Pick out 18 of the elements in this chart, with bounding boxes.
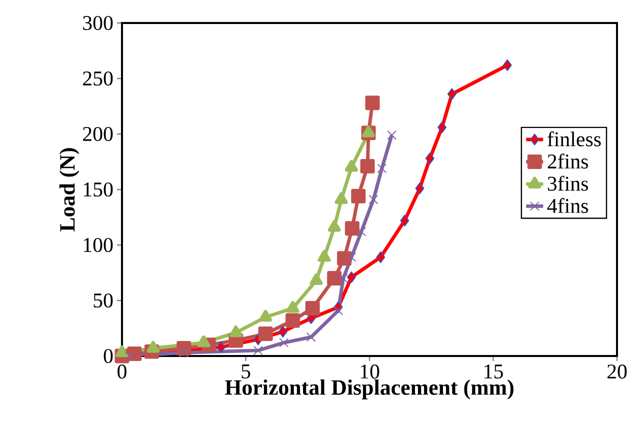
x-tick-label: 20 — [607, 364, 627, 379]
x-tick-label: 10 — [360, 364, 380, 379]
y-tick-label: 150 — [84, 182, 113, 197]
legend-label: finless — [548, 131, 601, 146]
x-tick-label: 5 — [242, 364, 250, 378]
y-tick-label: 0 — [104, 348, 113, 364]
x-tick-label: 0 — [118, 364, 126, 379]
y-tick-label: 250 — [83, 71, 113, 86]
y-tick-label: 100 — [84, 238, 113, 252]
legend-label: 3fins — [548, 176, 588, 191]
x-axis-title: Horizontal Displacement (mm) — [225, 379, 514, 400]
legend-label: 2fins — [548, 154, 588, 169]
y-tick-label: 300 — [83, 16, 113, 30]
x-tick-label: 15 — [484, 364, 503, 379]
y-tick-label: 50 — [94, 293, 113, 308]
legend-label: 4fins — [547, 198, 588, 213]
y-tick-label: 200 — [83, 126, 113, 142]
y-axis-title: Load (N) — [59, 148, 80, 232]
